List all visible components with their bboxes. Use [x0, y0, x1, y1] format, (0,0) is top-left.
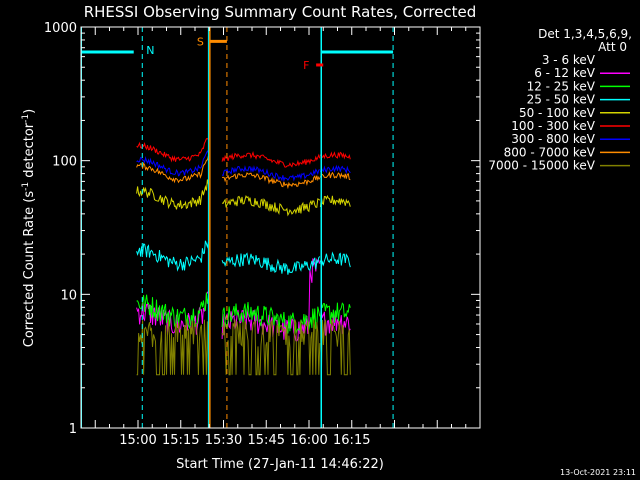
series-line	[319, 302, 351, 324]
y-tick-label: 1000	[44, 21, 77, 36]
series-line	[136, 150, 209, 177]
x-tick-label: 16:00	[290, 433, 327, 448]
legend-header: Det 1,3,4,5,6,9,	[538, 27, 632, 41]
series-line	[136, 137, 209, 163]
series-line	[221, 252, 321, 275]
series-line	[221, 301, 321, 334]
footer-timestamp: 13-Oct-2021 23:11	[560, 468, 636, 477]
series-line	[319, 194, 351, 208]
series-300to800keV	[136, 150, 351, 183]
series-line	[136, 179, 209, 210]
series-25to50keV	[136, 240, 351, 275]
y-tick-label: 10	[60, 288, 77, 303]
series-line	[221, 319, 321, 376]
series-line	[136, 155, 209, 184]
series-7000to15000keV	[136, 319, 351, 376]
series-12to25keV	[136, 292, 351, 334]
x-axis-label: Start Time (27-Jan-11 14:46:22)	[176, 457, 384, 472]
series-line	[136, 292, 209, 330]
legend-entry-label: 25 - 50 keV	[527, 93, 596, 107]
series-line	[319, 251, 351, 268]
legend-header-att: Att 0	[598, 40, 627, 54]
series-line	[319, 151, 351, 160]
legend-entry-label: 3 - 6 keV	[542, 53, 596, 67]
x-tick-label: 15:00	[119, 433, 156, 448]
flare-label: F	[303, 59, 309, 72]
series-line	[221, 165, 320, 183]
series-line	[222, 172, 321, 190]
y-tick-label: 100	[52, 155, 77, 170]
legend-entry-label: 6 - 12 keV	[534, 66, 596, 80]
night-label: N	[146, 44, 154, 57]
legend-entry-label: 50 - 100 keV	[519, 106, 596, 120]
legend-entry-label: 300 - 800 keV	[511, 132, 595, 146]
legend-entry-label: 800 - 7000 keV	[504, 145, 596, 159]
series-50to100keV	[136, 179, 351, 217]
x-tick-label: 15:45	[248, 433, 285, 448]
axes: 15:00 15:15 15:30 15:45 16:00 16:15 1 10 100 1000	[44, 21, 481, 448]
chart-title: RHESSI Observing Summary Count Rates, Co…	[84, 3, 477, 21]
annotations	[81, 27, 394, 428]
series-line	[136, 319, 209, 376]
series-line	[319, 171, 351, 181]
x-tick-label: 15:30	[205, 433, 242, 448]
series-line	[136, 240, 209, 272]
series-line	[319, 164, 351, 174]
y-axis-label: Corrected Count Rate (s-1 detector-1)	[21, 109, 37, 347]
legend-entry-label: 12 - 25 keV	[527, 79, 596, 93]
series-line	[221, 194, 321, 217]
legend-entry-label: 7000 - 15000 keV	[488, 159, 595, 173]
series-line	[319, 319, 351, 376]
legend-entry-label: 100 - 300 keV	[511, 119, 595, 133]
series-800to7000keV	[136, 155, 351, 190]
series-line	[221, 355, 321, 428]
series-line	[221, 151, 321, 168]
series-100to300keV	[136, 137, 351, 168]
x-tick-label: 15:15	[162, 433, 199, 448]
x-tick-label: 16:15	[333, 433, 370, 448]
saa-label: S	[197, 35, 204, 48]
y-tick-label: 1	[69, 422, 77, 437]
series-line	[320, 358, 351, 428]
